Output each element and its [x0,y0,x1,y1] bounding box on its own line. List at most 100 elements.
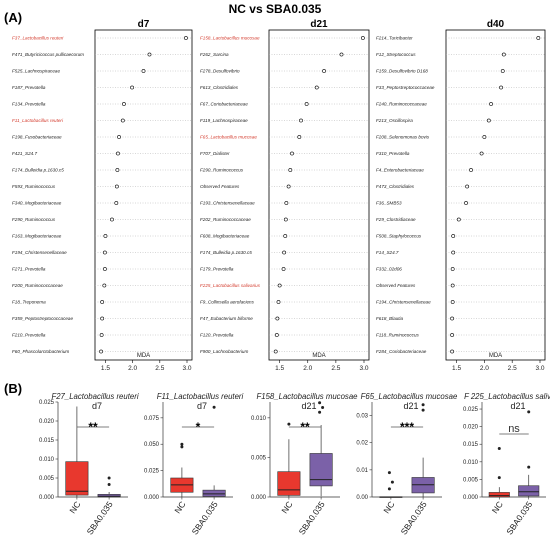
feature-point [500,69,505,73]
feature-point [450,300,455,304]
significance-label: ns [508,423,520,435]
feature-point [339,52,344,57]
feature-label: F60_Phascolarctobacterium [12,349,69,354]
dotplot-frame [94,29,193,361]
feature-label: F608_Mogibacteriaceae [200,234,250,239]
feature-label: F240_Ruminococcaceae [376,102,427,107]
box-outlier [390,480,394,484]
boxplot-title: F11_Lactobacillus reuteri [157,392,244,401]
feature-point [450,283,455,288]
boxplot-title: F27_Lactobacillus reuteri [51,392,138,401]
feature-label: F134_Prevotella [12,102,46,107]
feature-point [141,69,146,73]
feature-point [469,168,473,172]
feature-label: F340_Mogibacteriaceae [12,201,62,206]
feature-point [450,267,455,271]
boxplot-subtitle: d7 [92,401,102,411]
feature-point [99,333,104,337]
feature-point [450,316,455,321]
boxplot-y-tick-label: 0.025 [39,400,55,406]
feature-label: F158_Lactobacillus mucosae [200,36,260,41]
feature-point [482,135,487,139]
feature-label: F213_Oscillospira [376,118,413,123]
feature-point [451,234,456,238]
feature-label: F198_Fusobacteriaceae [12,135,62,140]
feature-point [536,36,541,40]
figure-title: NC vs SBA0.035 [229,2,322,16]
boxplot-y-tick-label: 0.00 [356,495,368,501]
feature-point [465,184,470,189]
boxplot-y-tick-label: 0.02 [356,441,368,447]
boxplot-x-label: NC [381,499,396,515]
boxplot-y-tick-label: 0.03 [356,414,368,420]
feature-label: F179_Prevotella [200,267,234,272]
feature-point [122,102,126,106]
box-outlier [497,446,501,450]
feature-label: F194_Christensenellaceae [12,250,67,255]
boxplot-y-tick-label: 0.020 [39,419,55,425]
boxplot-x-label: SBA0.035 [297,499,327,536]
panel-b-tag: (B) [4,381,22,396]
panel-a-tag: (A) [4,10,22,25]
feature-label: F18_Treponema [12,300,46,305]
feature-point [281,267,286,271]
box-body [518,485,540,497]
box-body [309,453,333,487]
boxplot-y-tick-label: 0.010 [463,460,479,466]
feature-point [117,135,121,139]
feature-point [284,201,289,205]
feature-label: F11_Lactobacillus reuteri [12,118,64,123]
boxplot-y-tick-label: 0.005 [251,455,267,461]
feature-label: F613_Clostridiales [200,85,239,90]
dotplot-d21: d21 F158_Lactobacillus mucosae F262_Sarcin… [200,19,370,372]
feature-label: F47_Eubacterium biforme [200,316,253,321]
feature-label: F593_Ruminococcus [12,184,56,189]
box-outlier [527,410,531,414]
feature-point [501,52,506,57]
feature-point [277,283,282,288]
feature-label: F174_Bulleidia p.1630.c5 [200,250,252,255]
boxplot-y-tick-label: 0.010 [251,416,267,422]
dotplot-tick-label: 2.0 [480,365,489,372]
boxplot-title: F65_Lactobacillus mucosae [361,392,458,401]
feature-label: F118_Ruminococcus [376,333,420,338]
feature-label: F200_Ruminococcaceae [12,283,63,288]
boxplot-y-tick-label: 0.01 [356,468,368,474]
boxplot-x-label: SBA0.035 [399,499,429,536]
boxplot-y-tick-label: 0.025 [144,469,160,475]
feature-label: F202_Ruminococcaceae [200,217,251,222]
feature-label: F193_Christensenellaceae [200,201,255,206]
feature-point [282,250,287,255]
dotplot-tick-label: 3.0 [182,365,191,372]
feature-point [314,85,319,90]
significance-label: ** [300,420,310,434]
feature-label: F33_Peptostreptococcaceae [376,85,435,90]
dotplot-tick-label: 1.5 [101,365,110,372]
feature-label: F508_Staphylococcus [376,234,422,239]
feature-point [130,85,134,90]
box-outlier [180,442,184,446]
feature-point [100,300,105,304]
feature-label: F284_Coriobacteriaceae [376,349,427,354]
feature-point [360,36,365,40]
feature-label: F67_Coriobacteriaceae [200,102,248,107]
box-outlier [321,406,325,410]
dotplot-tick-label: 2.5 [331,365,340,372]
feature-point [114,184,119,189]
feature-point [288,168,293,172]
boxplot-y-tick-label: 0.075 [144,416,160,422]
feature-label: F900_Lachnobacterium [200,349,248,354]
feature-point [479,151,484,156]
box-body [202,489,226,497]
dotplot-xlabel: MDA [137,353,150,359]
feature-point [499,85,503,90]
significance-label: *** [400,420,414,434]
feature-label: F65_Lactobacillus mucosae [200,135,257,140]
feature-point [450,349,455,354]
panel-b: F27_Lactobacillus reuterid70.0000.0050.0… [39,392,550,537]
box-outlier [527,465,531,469]
feature-label: F707_Dialister [200,151,230,156]
feature-point [290,151,294,156]
feature-label: F262_Sarcina [200,52,229,57]
